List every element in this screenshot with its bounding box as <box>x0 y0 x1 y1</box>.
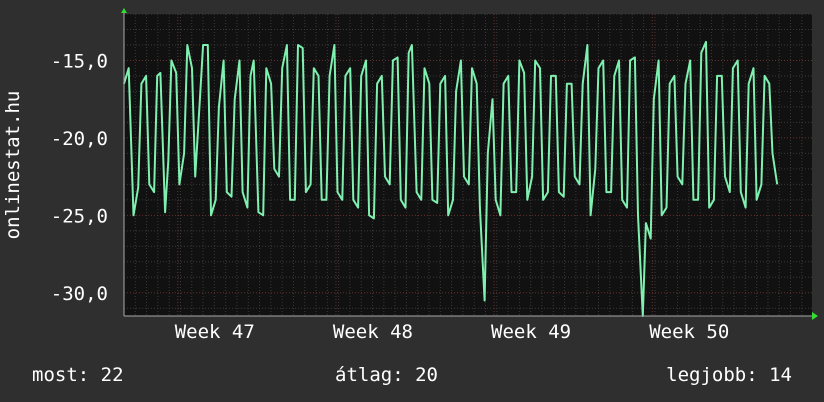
x-tick-label: Week 47 <box>175 321 255 343</box>
series-line <box>123 40 779 317</box>
footer-most: most: 22 <box>32 364 124 386</box>
x-tick-label: Week 50 <box>649 321 729 343</box>
y-tick-label: -25,0 <box>51 205 108 227</box>
x-tick-label: Week 49 <box>491 321 571 343</box>
y-axis-label: onlinestat.hu <box>2 91 24 240</box>
y-tick-labels: -15,0 -20,0 -25,0 -30,0 <box>51 50 108 304</box>
x-tick-labels: Week 47 Week 48 Week 49 Week 50 <box>175 321 730 343</box>
y-axis-arrow-icon <box>121 8 127 13</box>
x-axis-arrow-icon <box>812 312 818 320</box>
series-layer <box>123 40 779 317</box>
axes <box>121 8 818 320</box>
y-tick-label: -20,0 <box>51 128 108 150</box>
x-tick-label: Week 48 <box>333 321 413 343</box>
footer-atlag: átlag: 20 <box>335 364 438 386</box>
footer-legjobb: legjobb: 14 <box>666 364 792 386</box>
y-tick-label: -15,0 <box>51 50 108 72</box>
y-tick-label: -30,0 <box>51 283 108 305</box>
